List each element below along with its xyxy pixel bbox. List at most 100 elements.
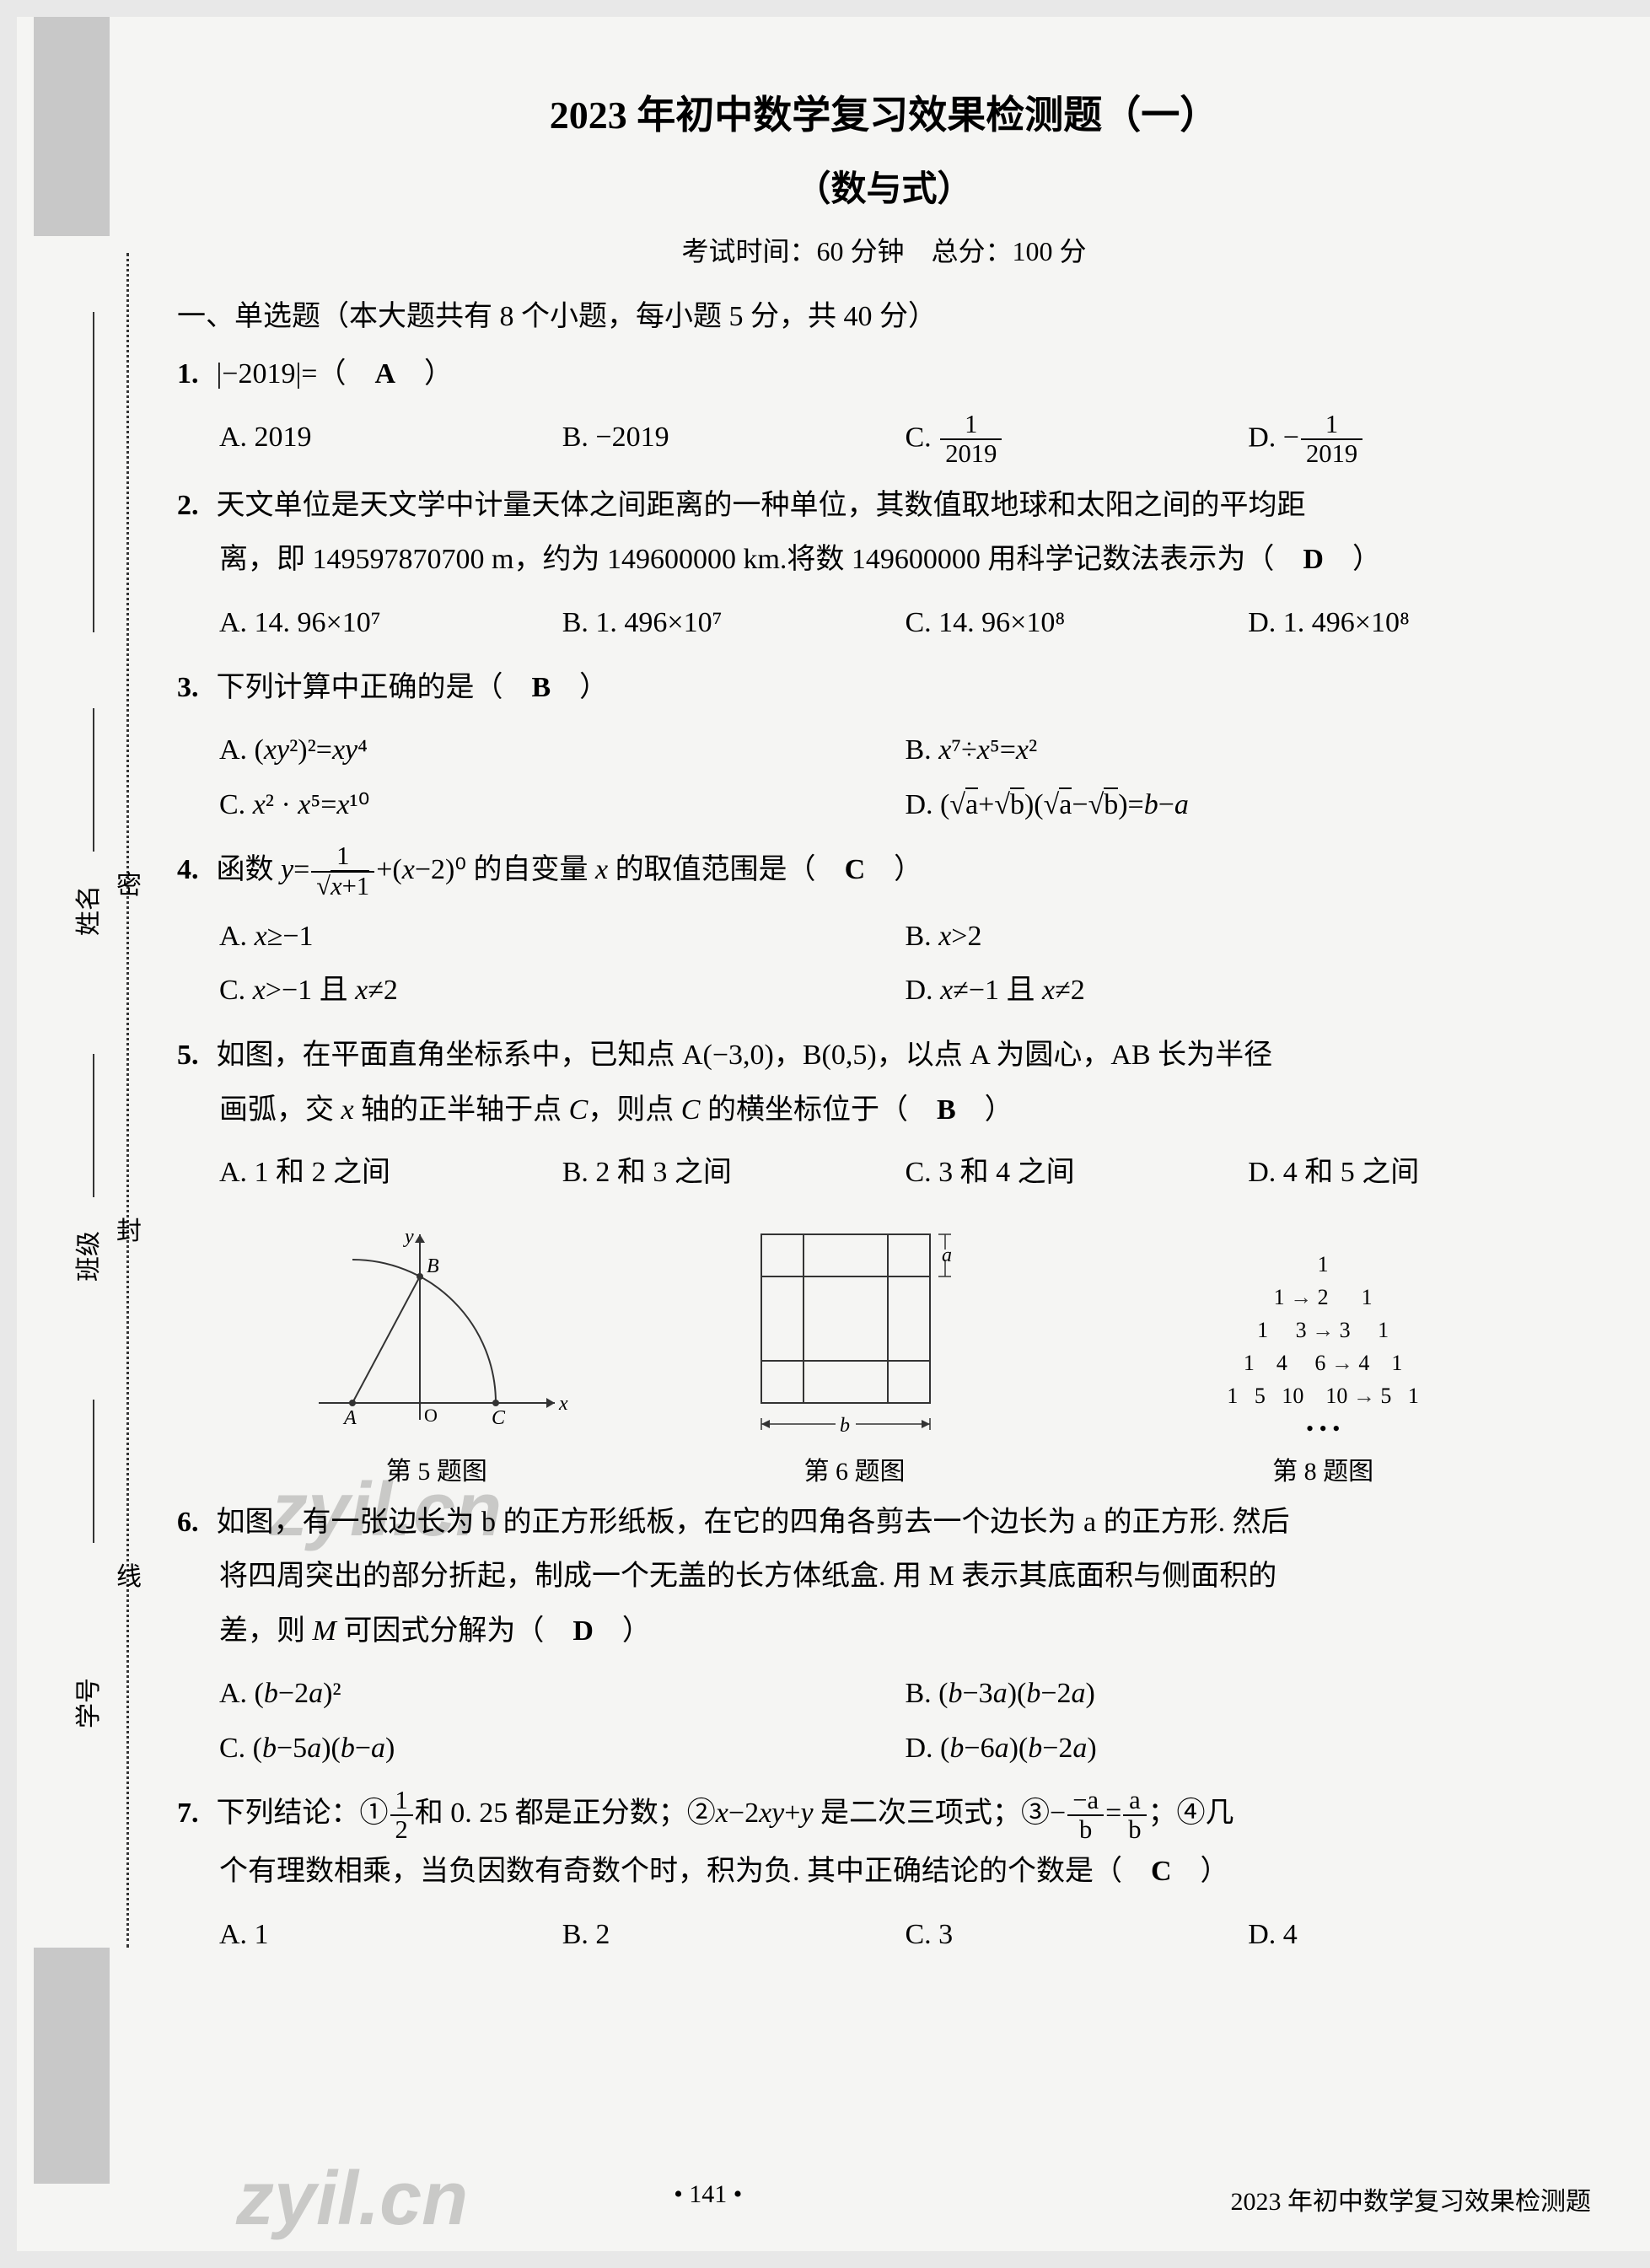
q3-text: 下列计算中正确的是（ B ） bbox=[217, 672, 609, 703]
q4-opt-b: B. x>2 bbox=[906, 910, 1592, 965]
q2-opt-c: C. 14. 96×10⁸ bbox=[906, 596, 1249, 651]
question-4: 4. 函数 y=1√x+1+(x−2)⁰ 的自变量 x 的取值范围是（ C ） bbox=[177, 842, 1591, 900]
pascal-row-3: 1 4 6 → 4 1 bbox=[1137, 1346, 1508, 1379]
q3-opt-b: B. x⁷÷x⁵=x² bbox=[906, 723, 1592, 778]
q1-opt-c: C. 12019 bbox=[906, 411, 1249, 469]
line-seg-0 bbox=[93, 312, 94, 632]
q6-text-l2: 将四周突出的部分折起，制成一个无盖的长方体纸盒. 用 M 表示其底面积与侧面积的 bbox=[177, 1550, 1591, 1604]
q2-opt-b: B. 1. 496×10⁷ bbox=[562, 596, 906, 651]
q7-num: 7. bbox=[177, 1787, 209, 1841]
figure-6-caption: 第 6 题图 bbox=[736, 1450, 972, 1487]
question-6: 6. 如图，有一张边长为 b 的正方形纸板，在它的四角各剪去一个边长为 a 的正… bbox=[177, 1496, 1591, 1659]
exam-page: 姓名 密 班级 封 学号 线 2023 年初中数学复习效果检测题（一） （数与式… bbox=[17, 17, 1650, 2251]
q3-num: 3. bbox=[177, 661, 209, 716]
q7-opt-b: B. 2 bbox=[562, 1908, 906, 1963]
q4-num: 4. bbox=[177, 843, 209, 898]
q5-opt-d: D. 4 和 5 之间 bbox=[1248, 1146, 1591, 1201]
pascal-row-1: 1 → 2 1 bbox=[1137, 1281, 1508, 1314]
q3-options: A. (xy²)²=xy⁴ B. x⁷÷x⁵=x² C. x² · x⁵=x¹⁰… bbox=[177, 723, 1591, 832]
q6-opt-a: A. (b−2a)² bbox=[219, 1667, 906, 1722]
footer-label: 2023 年初中数学复习效果检测题 bbox=[1230, 2180, 1591, 2217]
line-seg-1 bbox=[93, 708, 94, 852]
label-class: 班级 bbox=[67, 1231, 105, 1282]
pascal-row-2: 1 3 → 3 1 bbox=[1137, 1314, 1508, 1346]
svg-text:O: O bbox=[424, 1405, 438, 1426]
question-7: 7. 下列结论：①12和 0. 25 都是正分数；②x−2xy+y 是二次三项式… bbox=[177, 1787, 1591, 1900]
svg-text:a: a bbox=[942, 1244, 952, 1266]
exam-title: 2023 年初中数学复习效果检测题（一） bbox=[177, 84, 1591, 140]
page-number: • 141 • bbox=[674, 2180, 742, 2217]
svg-text:y: y bbox=[403, 1226, 414, 1248]
q6-options: A. (b−2a)² B. (b−3a)(b−2a) C. (b−5a)(b−a… bbox=[177, 1667, 1591, 1776]
pascal-row-5: • • • bbox=[1137, 1412, 1508, 1445]
svg-text:A: A bbox=[342, 1407, 357, 1429]
line-seg-3 bbox=[93, 1400, 94, 1543]
label-id: 学号 bbox=[67, 1678, 105, 1728]
figure-5: x y O A B C zyil.cn 第 5 题图 bbox=[302, 1226, 572, 1487]
pascal-row-0: 1 bbox=[1137, 1248, 1508, 1281]
svg-text:C: C bbox=[492, 1407, 506, 1429]
question-2: 2. 天文单位是天文学中计量天体之间距离的一种单位，其数值取地球和太阳之间的平均… bbox=[177, 479, 1591, 588]
q2-options: A. 14. 96×10⁷ B. 1. 496×10⁷ C. 14. 96×10… bbox=[177, 596, 1591, 651]
figures-row: x y O A B C zyil.cn 第 5 题图 bbox=[219, 1217, 1591, 1487]
q1-options: A. 2019 B. −2019 C. 12019 D. −12019 bbox=[177, 411, 1591, 469]
figure-8-caption: 第 8 题图 bbox=[1137, 1450, 1508, 1487]
figure-6-svg: a b bbox=[736, 1217, 972, 1445]
figure-5-caption: 第 5 题图 bbox=[302, 1450, 572, 1487]
q7-text: 下列结论：①12和 0. 25 都是正分数；②x−2xy+y 是二次三项式；③−… bbox=[217, 1798, 1234, 1829]
q4-options: A. x≥−1 B. x>2 C. x>−1 且 x≠2 D. x≠−1 且 x… bbox=[177, 910, 1591, 1018]
pascal-triangle: 1 1 → 2 1 1 3 → 3 1 1 4 6 → 4 1 1 5 10 1… bbox=[1137, 1248, 1508, 1445]
binding-sidebar: 姓名 密 班级 封 学号 线 bbox=[17, 17, 135, 2251]
q6-num: 6. bbox=[177, 1496, 209, 1551]
q7-text-l2: 个有理数相乘，当负因数有奇数个时，积为负. 其中正确结论的个数是（ C ） bbox=[177, 1845, 1591, 1900]
q4-opt-c: C. x>−1 且 x≠2 bbox=[219, 964, 906, 1018]
figure-8: 1 1 → 2 1 1 3 → 3 1 1 4 6 → 4 1 1 5 10 1… bbox=[1137, 1248, 1508, 1487]
pascal-row-4: 1 5 10 10 → 5 1 bbox=[1137, 1379, 1508, 1412]
exam-content: 2023 年初中数学复习效果检测题（一） （数与式） 考试时间：60 分钟 总分… bbox=[135, 17, 1650, 2251]
q2-opt-d: D. 1. 496×10⁸ bbox=[1248, 596, 1591, 651]
q6-text-l1: 如图，有一张边长为 b 的正方形纸板，在它的四角各剪去一个边长为 a 的正方形.… bbox=[217, 1507, 1290, 1538]
svg-text:B: B bbox=[427, 1255, 439, 1277]
figure-5-svg: x y O A B C bbox=[302, 1226, 572, 1445]
q7-opt-d: D. 4 bbox=[1248, 1908, 1591, 1963]
q1-opt-b: B. −2019 bbox=[562, 411, 906, 469]
q3-opt-d: D. (√a+√b)(√a−√b)=b−a bbox=[906, 778, 1592, 833]
gray-block-top bbox=[34, 17, 110, 236]
q5-opt-c: C. 3 和 4 之间 bbox=[906, 1146, 1249, 1201]
q5-options: A. 1 和 2 之间 B. 2 和 3 之间 C. 3 和 4 之间 D. 4… bbox=[177, 1146, 1591, 1201]
q4-text: 函数 y=1√x+1+(x−2)⁰ 的自变量 x 的取值范围是（ C ） bbox=[217, 854, 923, 885]
q1-opt-d: D. −12019 bbox=[1248, 411, 1591, 469]
q5-opt-b: B. 2 和 3 之间 bbox=[562, 1146, 906, 1201]
q1-text: |−2019|=（ A ） bbox=[217, 358, 454, 390]
svg-text:x: x bbox=[558, 1393, 568, 1415]
line-seg-2 bbox=[93, 1054, 94, 1197]
exam-subtitle: （数与式） bbox=[177, 160, 1591, 212]
q5-text-l2: 画弧，交 x 轴的正半轴于点 C，则点 C 的横坐标位于（ B ） bbox=[177, 1083, 1591, 1138]
question-1: 1. |−2019|=（ A ） bbox=[177, 347, 1591, 402]
q3-opt-a: A. (xy²)²=xy⁴ bbox=[219, 723, 906, 778]
q7-options: A. 1 B. 2 C. 3 D. 4 bbox=[177, 1908, 1591, 1963]
q7-opt-a: A. 1 bbox=[219, 1908, 562, 1963]
q6-opt-b: B. (b−3a)(b−2a) bbox=[906, 1667, 1592, 1722]
label-name: 姓名 bbox=[67, 885, 105, 936]
q4-opt-a: A. x≥−1 bbox=[219, 910, 906, 965]
q5-num: 5. bbox=[177, 1029, 209, 1083]
q2-opt-a: A. 14. 96×10⁷ bbox=[219, 596, 562, 651]
figure-6: a b 第 6 题图 bbox=[736, 1217, 972, 1487]
page-footer: • 141 • 2023 年初中数学复习效果检测题 bbox=[185, 2180, 1591, 2217]
q2-num: 2. bbox=[177, 479, 209, 534]
q3-opt-c: C. x² · x⁵=x¹⁰ bbox=[219, 778, 906, 833]
q6-text-l3: 差，则 M 可因式分解为（ D ） bbox=[177, 1604, 1591, 1659]
q2-text-l1: 天文单位是天文学中计量天体之间距离的一种单位，其数值取地球和太阳之间的平均距 bbox=[217, 490, 1306, 521]
q2-text-l2: 离，即 149597870700 m，约为 149600000 km.将数 14… bbox=[177, 533, 1591, 588]
q6-opt-c: C. (b−5a)(b−a) bbox=[219, 1722, 906, 1776]
question-3: 3. 下列计算中正确的是（ B ） bbox=[177, 661, 1591, 716]
exam-info: 考试时间：60 分钟 总分：100 分 bbox=[177, 230, 1591, 269]
question-5: 5. 如图，在平面直角坐标系中，已知点 A(−3,0)，B(0,5)，以点 A … bbox=[177, 1029, 1591, 1137]
q1-opt-a: A. 2019 bbox=[219, 411, 562, 469]
q4-opt-d: D. x≠−1 且 x≠2 bbox=[906, 964, 1592, 1018]
dotted-fold-line bbox=[126, 253, 129, 1948]
svg-text:b: b bbox=[840, 1415, 850, 1437]
q6-opt-d: D. (b−6a)(b−2a) bbox=[906, 1722, 1592, 1776]
q5-text-l1: 如图，在平面直角坐标系中，已知点 A(−3,0)，B(0,5)，以点 A 为圆心… bbox=[217, 1040, 1273, 1071]
